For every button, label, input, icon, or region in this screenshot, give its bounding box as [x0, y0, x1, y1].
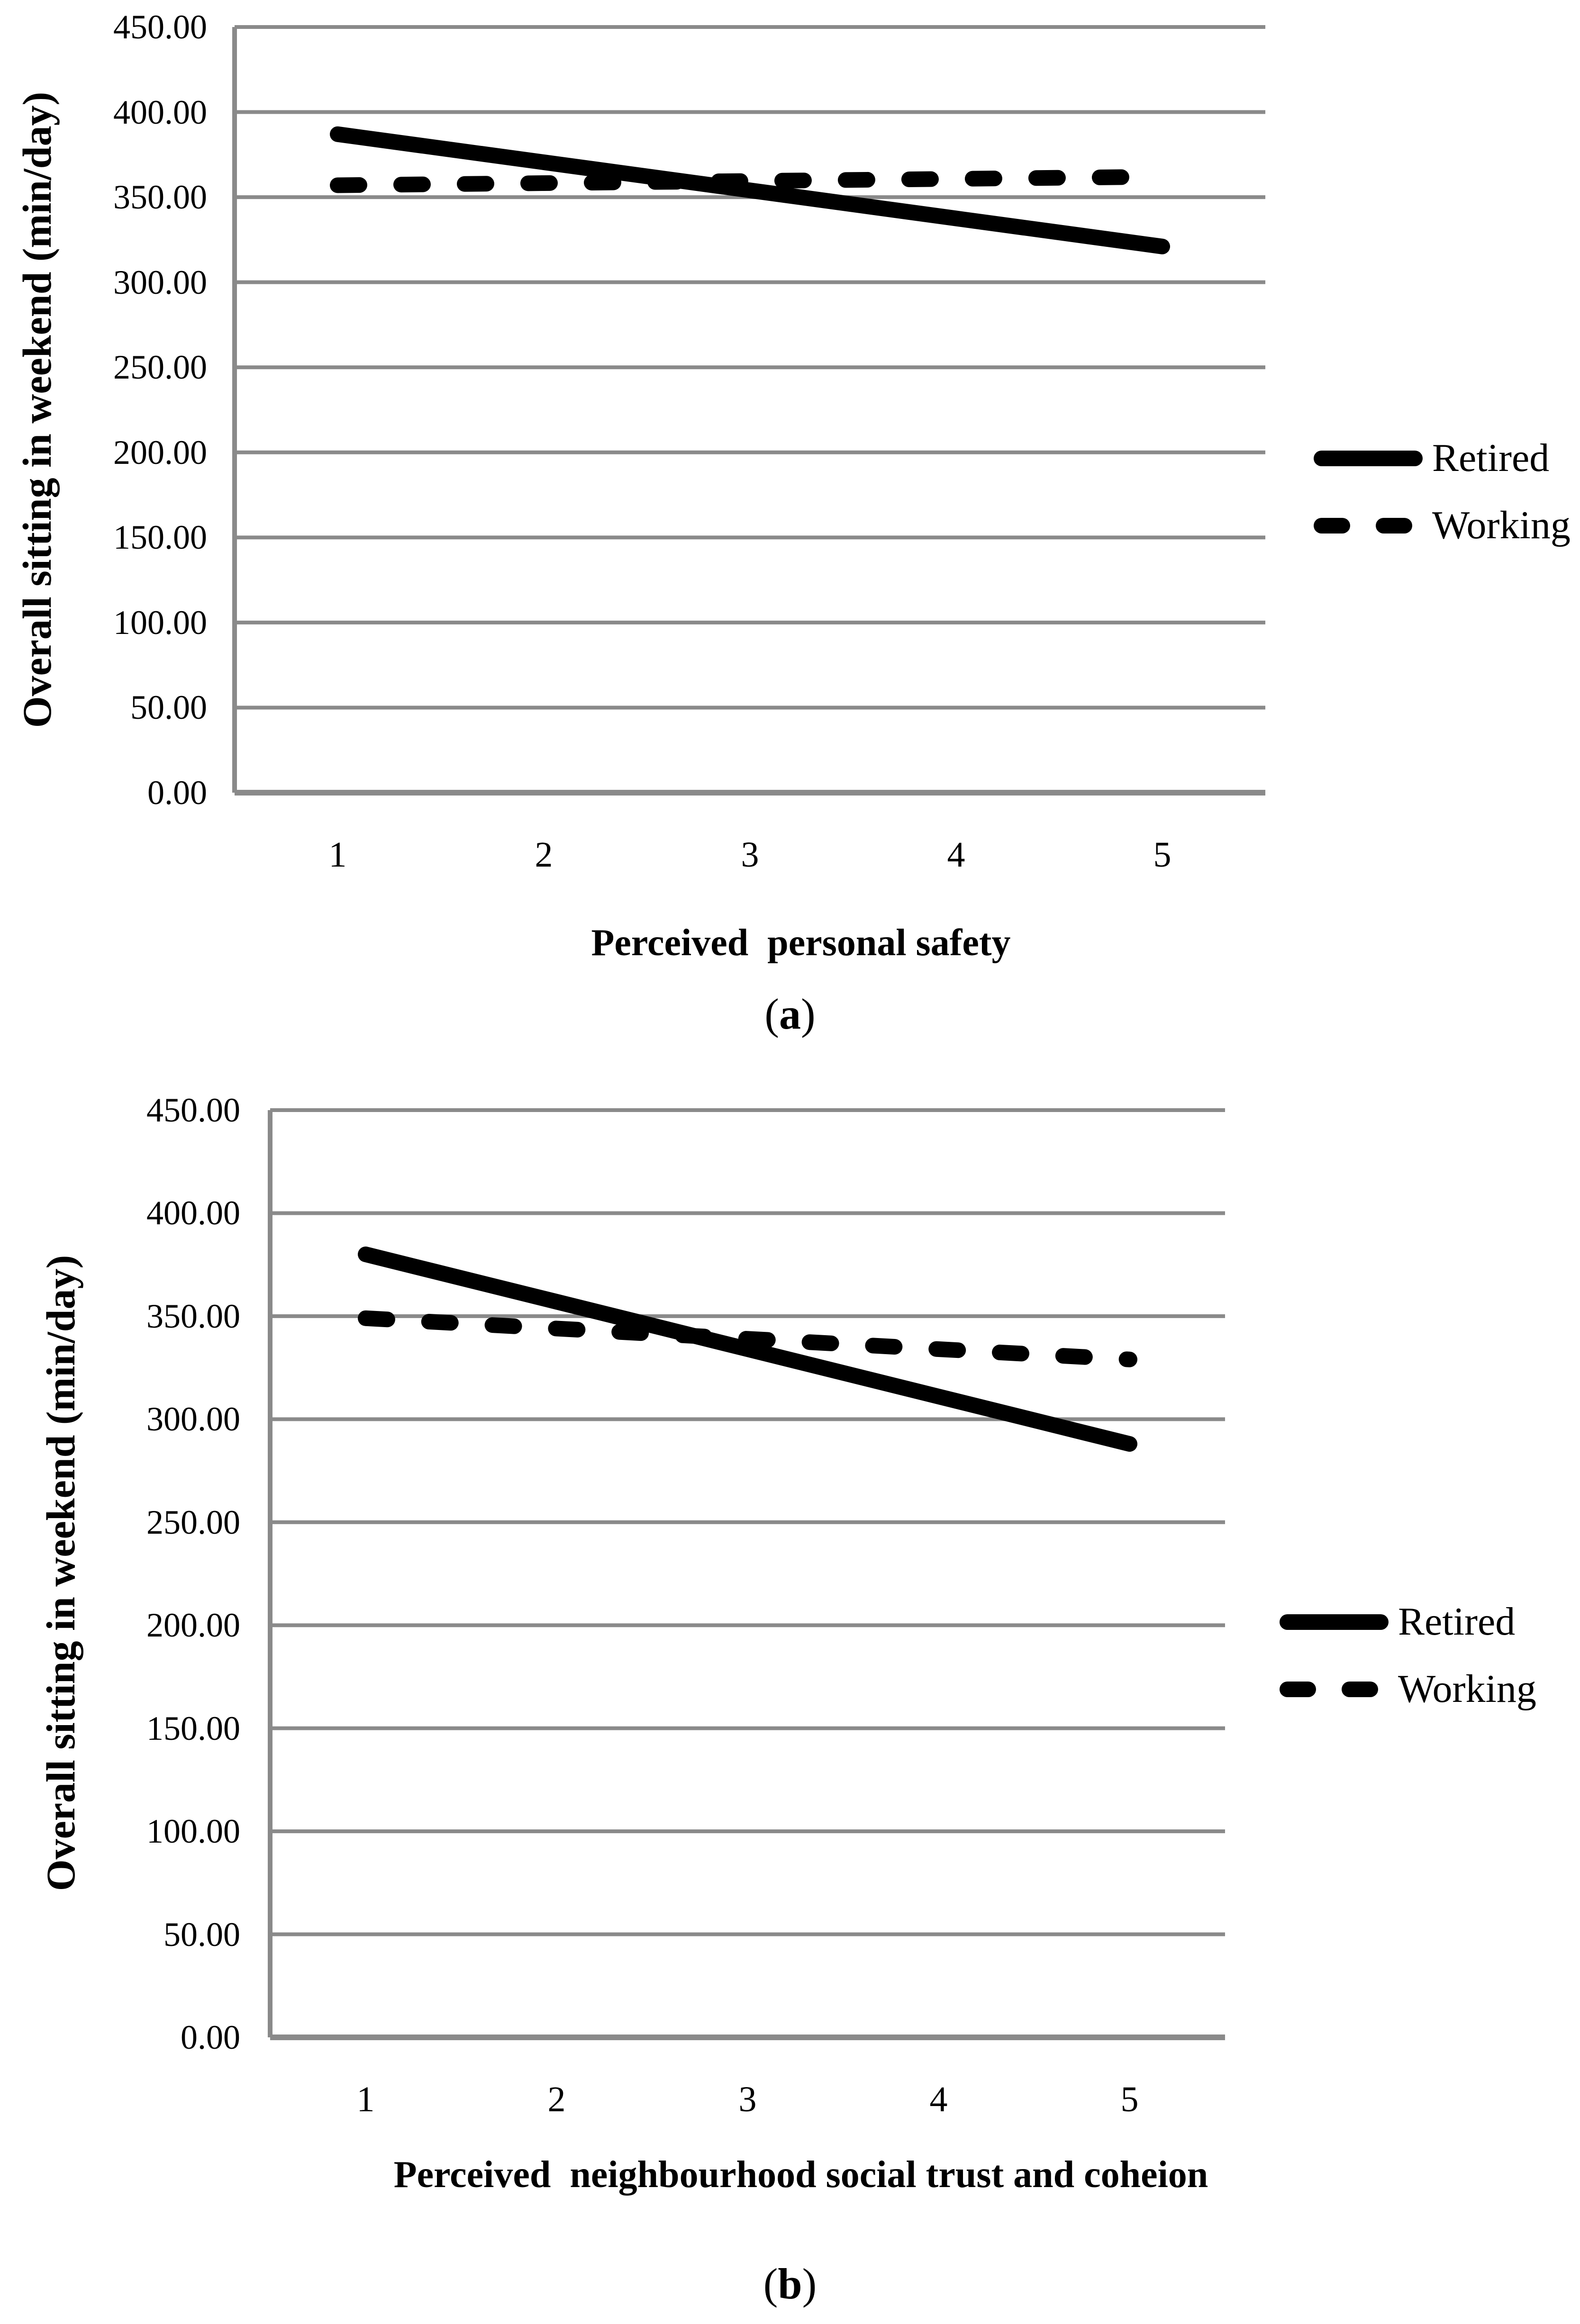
legend-label-working: Working [1398, 1667, 1536, 1711]
y-axis-title-b: Overall sitting in weekend (min/day) [38, 1255, 83, 1891]
y-tick-label: 100.00 [146, 1812, 240, 1851]
dashed-line-key-icon [1280, 1681, 1389, 1697]
y-tick-label: 250.00 [146, 1503, 240, 1541]
caption-a-open-paren: ( [764, 990, 779, 1038]
y-tick-label: 200.00 [113, 433, 207, 471]
legend-label-retired: Retired [1432, 436, 1550, 480]
y-tick-label: 50.00 [130, 688, 207, 727]
retired-data-line [330, 126, 1170, 254]
working-data-line [358, 1310, 1137, 1367]
solid-line-key-icon [1314, 450, 1423, 466]
x-tick-label: 1 [356, 2080, 375, 2119]
y-tick-label: 450.00 [146, 1091, 240, 1129]
legend-item-retired: Retired [1314, 434, 1571, 482]
caption-b-letter: b [778, 2260, 802, 2308]
legend-label-retired: Retired [1398, 1600, 1516, 1644]
y-tick-label: 350.00 [146, 1297, 240, 1335]
y-tick-label: 150.00 [146, 1709, 240, 1747]
caption-b-open-paren: ( [763, 2260, 778, 2308]
legend-item-working: Working [1314, 502, 1571, 549]
solid-line-key-icon [1280, 1614, 1389, 1630]
y-tick-label: 200.00 [146, 1606, 240, 1645]
legend-item-retired: Retired [1280, 1598, 1536, 1646]
y-tick-label: 150.00 [113, 518, 207, 557]
dashed-line-key-icon [1314, 517, 1423, 534]
legend-a: Retired Working [1314, 434, 1571, 549]
x-tick-label: 1 [328, 835, 347, 875]
y-tick-label: 0.00 [181, 2018, 240, 2056]
x-axis-title-b: Perceived neighbourhood social trust and… [393, 2154, 1208, 2196]
x-tick-label: 3 [741, 835, 759, 875]
legend-label-working: Working [1432, 503, 1571, 547]
x-tick-label: 5 [1120, 2080, 1139, 2119]
caption-a-letter: a [779, 990, 801, 1038]
y-tick-label: 250.00 [113, 348, 207, 387]
retired-data-line [358, 1246, 1137, 1452]
x-tick-label: 5 [1153, 835, 1171, 875]
y-tick-label: 300.00 [113, 263, 207, 301]
caption-a-close-paren: ) [801, 990, 816, 1038]
caption-a: (a) [0, 986, 1580, 1041]
y-tick-label: 300.00 [146, 1400, 240, 1438]
caption-b: (b) [0, 2256, 1580, 2311]
x-tick-label: 4 [947, 835, 965, 875]
y-tick-label: 400.00 [113, 93, 207, 131]
x-axis-title-a: Perceived personal safety [591, 922, 1011, 964]
plot-area-b [268, 1108, 1225, 2040]
y-tick-label: 450.00 [113, 8, 207, 46]
x-tick-label: 2 [547, 2080, 566, 2119]
y-tick-label: 400.00 [146, 1194, 240, 1232]
x-tick-label: 4 [929, 2080, 948, 2119]
y-tick-label: 50.00 [163, 1915, 240, 1953]
y-tick-label: 0.00 [147, 774, 207, 812]
caption-b-close-paren: ) [802, 2260, 817, 2308]
plot-area-a [232, 25, 1265, 796]
x-tick-label: 2 [535, 835, 553, 875]
y-tick-label: 100.00 [113, 603, 207, 642]
y-tick-label: 350.00 [113, 178, 207, 217]
working-data-line [330, 169, 1170, 193]
legend-item-working: Working [1280, 1665, 1536, 1713]
legend-b: Retired Working [1280, 1598, 1536, 1713]
x-tick-label: 3 [738, 2080, 757, 2119]
